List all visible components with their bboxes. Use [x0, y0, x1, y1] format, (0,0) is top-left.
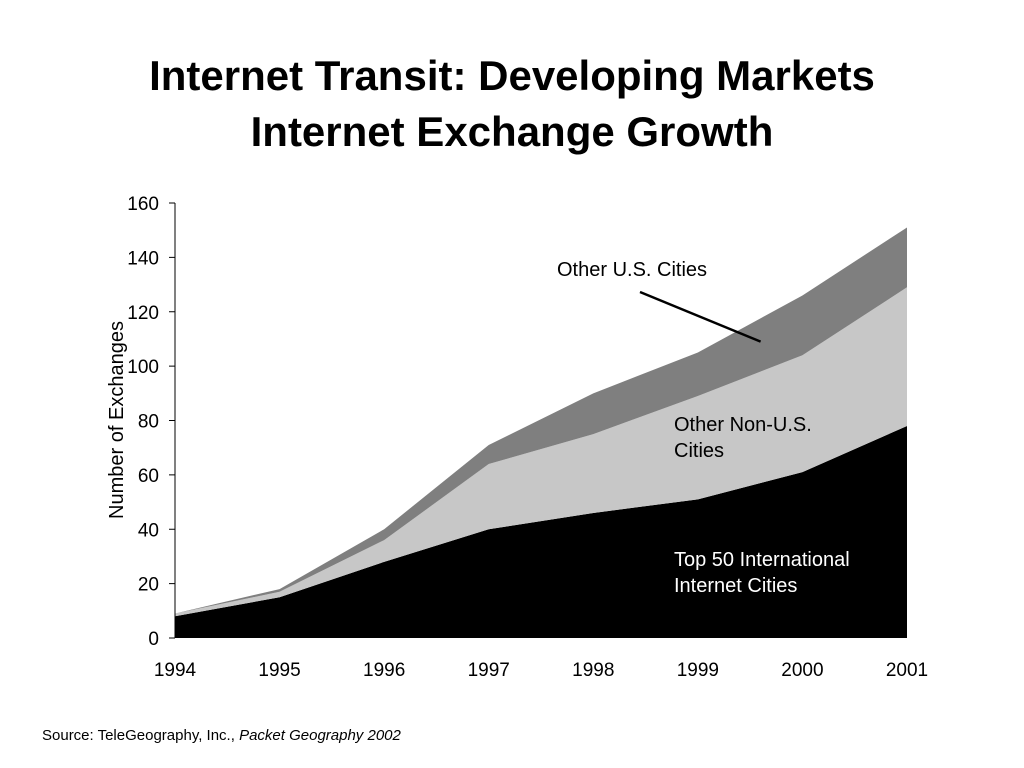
annotation-leader-line	[639, 290, 762, 343]
axes: 0 20 40 60 80 100 120 140 160 1994 1995 1996 1997 199…	[106, 194, 928, 681]
source-note: Source: TeleGeography, Inc., Packet Geog…	[42, 727, 401, 744]
source-publication: Packet Geography 2002	[239, 727, 401, 744]
y-tick-label: 140	[127, 248, 159, 269]
title-line-2: Internet Exchange Growth	[250, 108, 774, 155]
stacked-areas	[175, 227, 907, 638]
y-tick-label: 160	[127, 194, 159, 215]
series-label-0: Top 50 International Internet Cities	[674, 549, 850, 597]
series-label-1: Other Non-U.S. Cities	[674, 414, 812, 462]
y-axis-title: Number of Exchanges	[106, 321, 128, 519]
x-tick-label: 2000	[781, 660, 823, 681]
x-tick-label: 1999	[677, 660, 719, 681]
area-other-non-u-s-cities	[175, 287, 907, 617]
annotation-other-us-cities: Other U.S. Cities	[557, 259, 707, 281]
y-tick-label: 0	[148, 629, 159, 650]
x-tick-label: 1995	[258, 660, 300, 681]
y-tick-label: 100	[127, 357, 159, 378]
title-line-1: Internet Transit: Developing Markets	[149, 52, 875, 99]
x-tick-label: 1997	[468, 660, 510, 681]
x-tick-label: 1994	[154, 660, 197, 681]
x-tick-label: 1998	[572, 660, 614, 681]
y-tick-label: 60	[138, 466, 159, 487]
y-tick-label: 120	[127, 303, 159, 324]
y-tick-label: 80	[138, 412, 159, 433]
x-tick-label: 2001	[886, 660, 928, 681]
area-top-50-international-internet-cities	[175, 425, 907, 638]
series-labels: Top 50 International Internet Cities Other…	[557, 259, 850, 597]
x-tick-label: 1996	[363, 660, 405, 681]
y-tick-label: 40	[138, 520, 159, 541]
y-tick-label: 20	[138, 575, 159, 596]
slide-title: Internet Transit: Developing Markets Int…	[0, 48, 1024, 160]
source-prefix: Source: TeleGeography, Inc.,	[42, 727, 235, 744]
area-other-u-s-cities	[175, 227, 907, 614]
